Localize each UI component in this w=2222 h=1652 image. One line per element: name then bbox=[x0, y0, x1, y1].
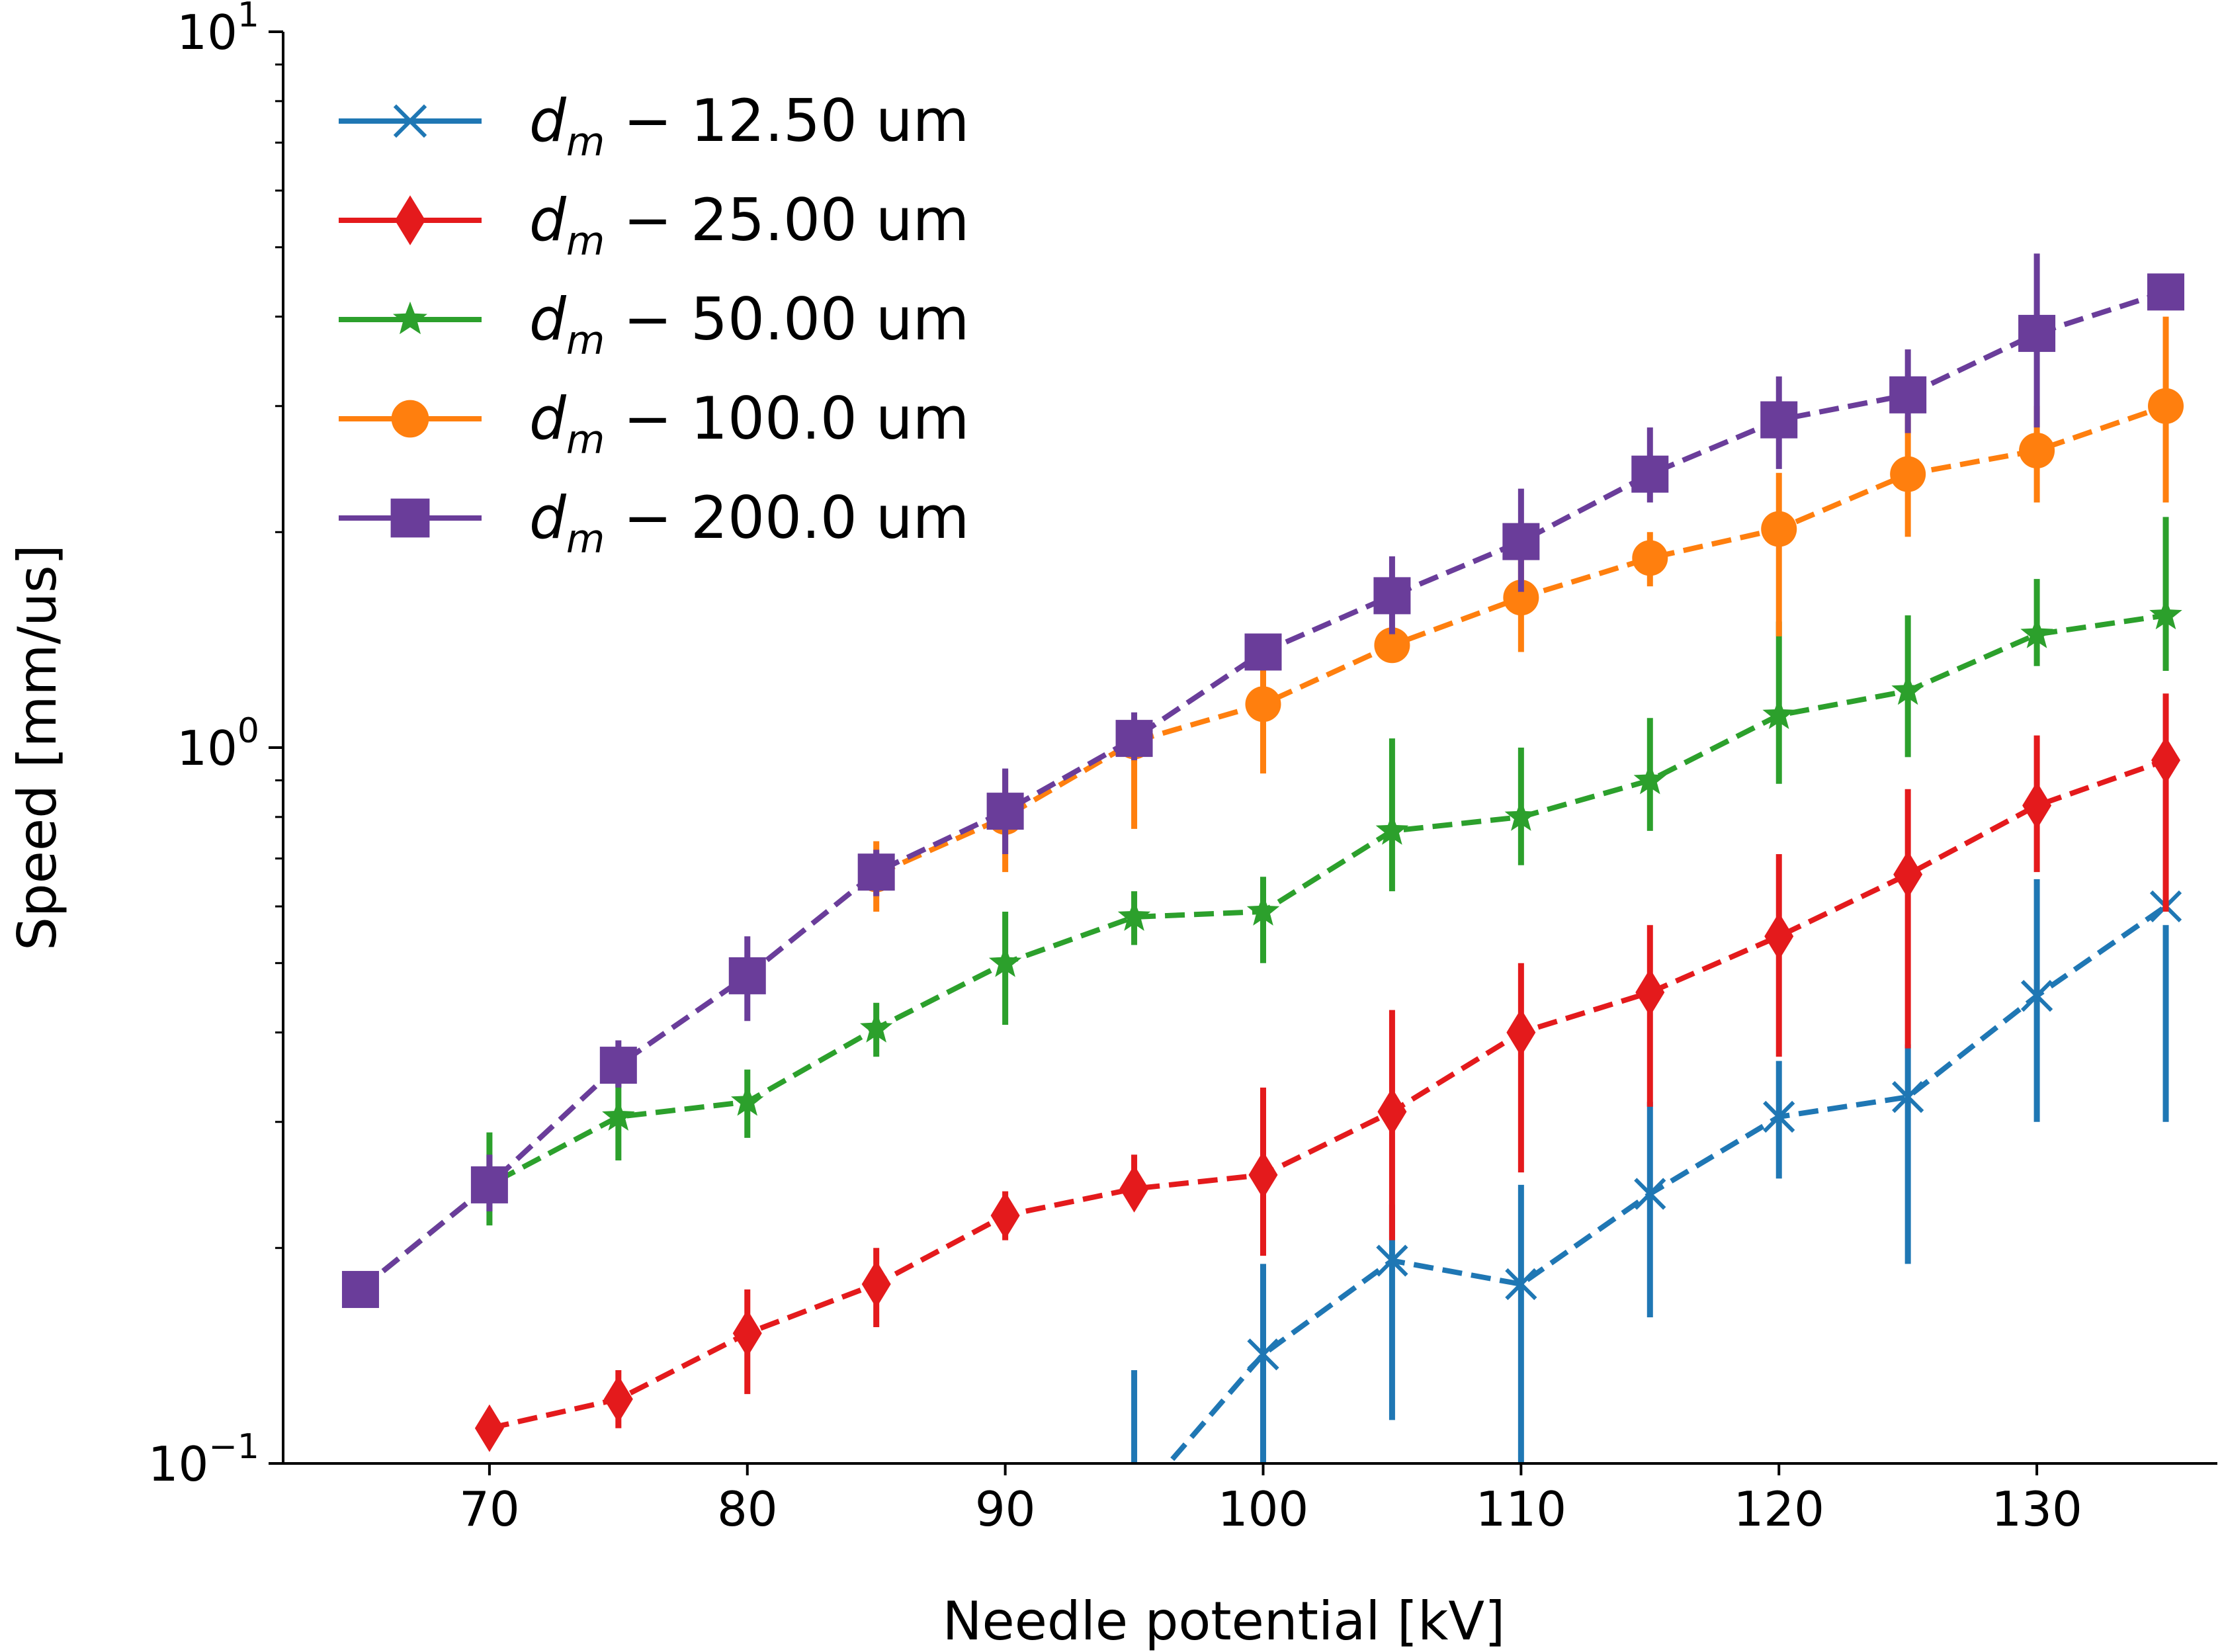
data-point bbox=[861, 1260, 891, 1309]
data-point bbox=[1376, 1244, 1408, 1277]
y-tick-label: 10−1 bbox=[148, 1427, 259, 1492]
legend-marker bbox=[393, 104, 427, 138]
series-4 bbox=[341, 253, 2185, 1309]
data-point bbox=[2151, 736, 2181, 785]
legend-marker bbox=[393, 301, 427, 335]
data-point bbox=[1502, 523, 1540, 560]
data-point bbox=[1248, 1151, 1278, 1199]
legend-label: dm − 200.0 um bbox=[529, 484, 969, 562]
data-point bbox=[1760, 401, 1798, 439]
series-0 bbox=[1131, 879, 2182, 1463]
data-point bbox=[986, 793, 1024, 830]
data-point bbox=[1503, 580, 1539, 616]
data-point bbox=[1631, 455, 1669, 493]
data-point bbox=[1506, 1008, 1536, 1057]
x-tick-label: 70 bbox=[459, 1481, 520, 1537]
data-point bbox=[2147, 273, 2185, 311]
data-point bbox=[1119, 1164, 1149, 1213]
legend-entry-3: dm − 100.0 um bbox=[339, 384, 969, 463]
legend-marker bbox=[390, 498, 430, 538]
data-point bbox=[1891, 674, 1924, 705]
data-point bbox=[1764, 912, 1794, 961]
data-point bbox=[2018, 314, 2056, 352]
data-point bbox=[2148, 388, 2184, 424]
data-point bbox=[1762, 698, 1795, 729]
data-point bbox=[1892, 1081, 1924, 1113]
x-tick-label: 110 bbox=[1476, 1481, 1566, 1537]
x-tick-label: 120 bbox=[1734, 1481, 1824, 1537]
data-point bbox=[1373, 577, 1411, 615]
data-point bbox=[1504, 799, 1538, 831]
data-point bbox=[1893, 850, 1923, 898]
data-point bbox=[1632, 540, 1668, 576]
x-tick-label: 100 bbox=[1218, 1481, 1308, 1537]
legend-marker bbox=[394, 195, 426, 245]
data-point bbox=[990, 1192, 1020, 1240]
data-point bbox=[603, 1375, 633, 1423]
data-point bbox=[1374, 627, 1410, 664]
data-point bbox=[1635, 969, 1665, 1017]
data-point bbox=[1634, 1178, 1666, 1210]
x-tick-label: 80 bbox=[717, 1481, 778, 1537]
data-point bbox=[470, 1166, 508, 1203]
data-point bbox=[1245, 686, 1281, 722]
x-axis-title: Needle potential [kV] bbox=[943, 1590, 1506, 1652]
data-point bbox=[857, 853, 895, 891]
y-tick-label: 101 bbox=[177, 0, 259, 60]
legend-label: dm − 100.0 um bbox=[529, 384, 969, 463]
legend-entry-2: dm − 50.00 um bbox=[339, 285, 969, 364]
data-point bbox=[1115, 720, 1153, 758]
data-point bbox=[599, 1047, 637, 1084]
data-point bbox=[1246, 894, 1280, 926]
data-point bbox=[341, 1271, 379, 1309]
legend-label: dm − 50.00 um bbox=[529, 285, 969, 364]
data-point bbox=[2022, 781, 2052, 830]
data-point bbox=[1890, 456, 1926, 492]
data-point bbox=[474, 1404, 504, 1452]
data-point bbox=[602, 1100, 635, 1131]
data-point bbox=[860, 1011, 893, 1043]
axes: 70 80 90 100 110 120 130 10−1 100 101 Needle poten… bbox=[7, 0, 2217, 1652]
data-point bbox=[1889, 376, 1927, 413]
legend-label: dm − 25.00 um bbox=[529, 186, 969, 265]
data-point bbox=[2020, 980, 2053, 1012]
y-axis-title: Speed [mm/us] bbox=[7, 544, 68, 951]
x-tick-label: 130 bbox=[1991, 1481, 2082, 1537]
data-point bbox=[1117, 900, 1151, 931]
x-tick-label: 90 bbox=[975, 1481, 1036, 1537]
data-point bbox=[2149, 598, 2182, 630]
data-point bbox=[1244, 633, 1282, 671]
data-point bbox=[732, 1309, 762, 1358]
data-point bbox=[731, 1084, 764, 1116]
data-point bbox=[2020, 617, 2053, 648]
series-1 bbox=[474, 693, 2181, 1452]
legend-entry-1: dm − 25.00 um bbox=[339, 186, 969, 265]
legend: dm − 12.50 um dm − 25.00 um dm − 50.00 um d… bbox=[339, 87, 969, 562]
data-point bbox=[1377, 1088, 1407, 1136]
data-point bbox=[2019, 432, 2055, 468]
data-point bbox=[988, 945, 1022, 977]
data-point bbox=[1761, 511, 1797, 547]
legend-label: dm − 12.50 um bbox=[529, 87, 969, 165]
legend-entry-4: dm − 200.0 um bbox=[339, 484, 969, 562]
legend-entry-0: dm − 12.50 um bbox=[339, 87, 969, 165]
data-point bbox=[1375, 813, 1409, 845]
data-point bbox=[1633, 763, 1666, 795]
plot-area bbox=[341, 253, 2185, 1463]
y-tick-label: 100 bbox=[177, 711, 259, 776]
data-point bbox=[1247, 1338, 1279, 1371]
series-line bbox=[489, 758, 2167, 1431]
data-point bbox=[728, 957, 766, 994]
data-point bbox=[1505, 1268, 1537, 1301]
data-point bbox=[1763, 1100, 1795, 1133]
legend-marker bbox=[391, 400, 429, 438]
